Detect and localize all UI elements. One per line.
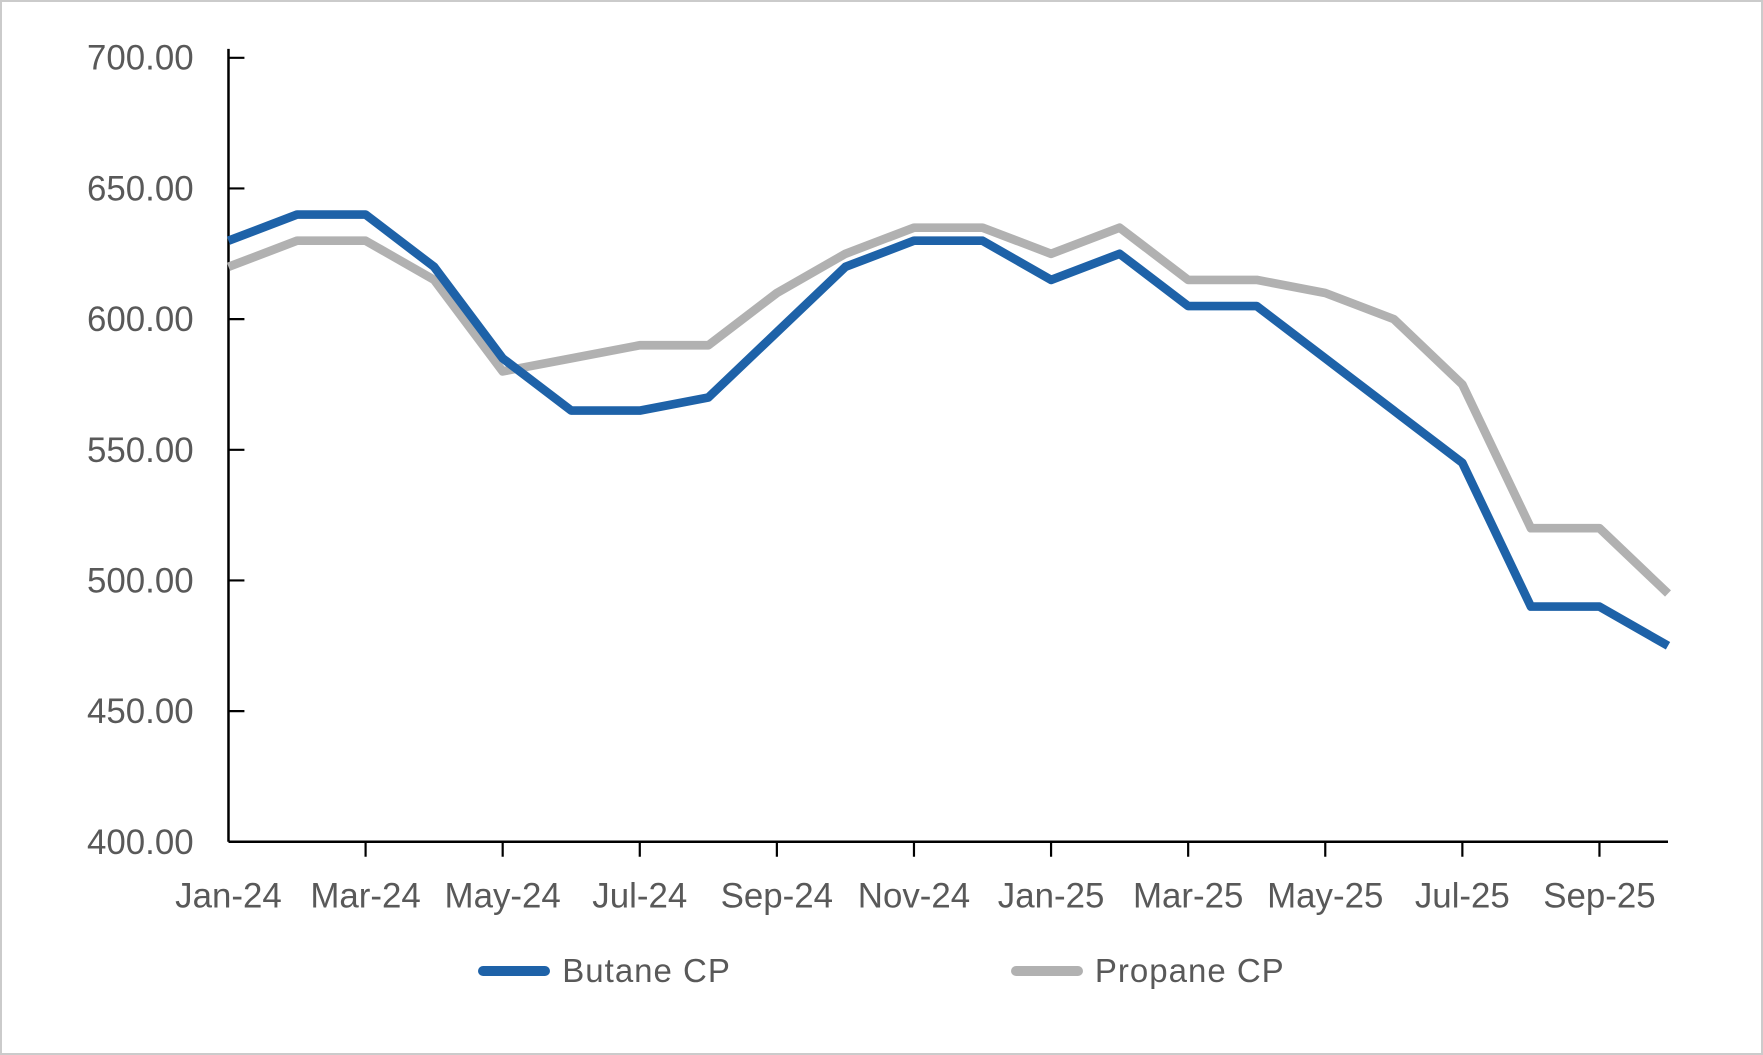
legend-label-propane: Propane CP (1094, 952, 1285, 989)
x-tick-label: Jan-24 (175, 877, 282, 916)
y-tick-label: 700.00 (87, 39, 194, 78)
butane-line-swatch (478, 966, 551, 976)
x-tick-label: Sep-25 (1543, 877, 1655, 916)
legend: Butane CP Propane CP (2, 952, 1761, 990)
legend-item-propane: Propane CP (1010, 952, 1285, 990)
x-tick-label: Jul-24 (592, 877, 687, 916)
x-tick-label: Mar-24 (310, 877, 420, 916)
y-tick-label: 450.00 (87, 692, 194, 731)
propane-line-swatch (1010, 966, 1083, 976)
y-tick-label: 500.00 (87, 561, 194, 600)
x-tick-label: Mar-25 (1133, 877, 1243, 916)
y-tick-label: 550.00 (87, 431, 194, 470)
x-tick-label: Sep-24 (721, 877, 833, 916)
x-tick-label: Jan-25 (998, 877, 1105, 916)
x-tick-label: May-24 (445, 877, 561, 916)
y-tick-label: 650.00 (87, 169, 194, 208)
legend-label-butane: Butane CP (562, 952, 731, 989)
x-tick-label: Jul-25 (1415, 877, 1510, 916)
x-tick-label: May-25 (1267, 877, 1383, 916)
legend-item-butane: Butane CP (478, 952, 731, 990)
propane-series-line (226, 223, 1671, 597)
x-tick-label: Nov-24 (858, 877, 970, 916)
butane-series-line (226, 210, 1671, 650)
y-tick-label: 600.00 (87, 300, 194, 339)
y-tick-label: 400.00 (87, 823, 194, 862)
